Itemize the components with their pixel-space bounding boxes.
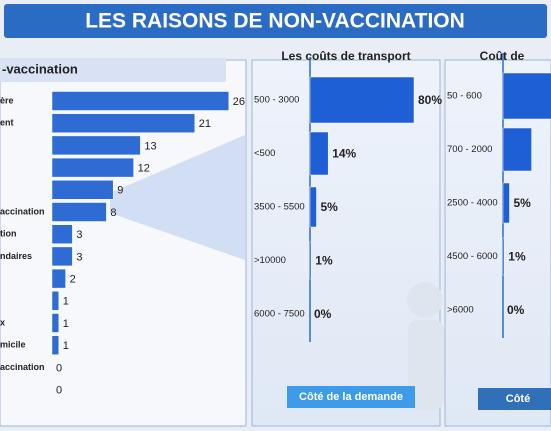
bar (309, 76, 415, 124)
right-panel (444, 59, 551, 427)
decor-person (408, 320, 444, 410)
value-label: 2 (70, 274, 76, 286)
value-label: 14% (332, 147, 356, 161)
side-button-label: Côté de la demande (299, 391, 403, 403)
category-label: accination (0, 206, 45, 216)
value-label: 3 (76, 229, 82, 241)
value-label: 1 (63, 296, 69, 308)
decor-person (407, 282, 443, 318)
category-label: ent (0, 118, 14, 128)
value-label: 1% (315, 254, 333, 268)
side-button (287, 386, 415, 408)
bar (51, 180, 114, 200)
bar (51, 224, 73, 244)
value-label: 12 (138, 163, 150, 175)
left-panel-header (0, 58, 226, 82)
category-label: x (0, 317, 5, 327)
value-label: 1 (63, 318, 69, 330)
bar (51, 135, 141, 156)
bar (51, 268, 66, 289)
category-label: tion (0, 229, 17, 239)
value-label: 26 (233, 96, 245, 108)
bar (502, 127, 532, 172)
category-label: 500 - 3000 (254, 95, 299, 106)
bar (309, 131, 329, 176)
bar (51, 291, 60, 311)
bar (51, 246, 73, 267)
value-label: 80% (418, 93, 442, 107)
bar (502, 237, 505, 276)
category-label: <500 (254, 148, 275, 159)
side-button-label: Côté (506, 393, 530, 405)
value-label: 21 (199, 118, 211, 130)
category-label: accination (0, 362, 45, 372)
category-label: micile (0, 340, 26, 350)
funnel-decor (110, 135, 245, 260)
bar (309, 186, 317, 228)
panel-title: -vaccination (2, 61, 78, 76)
bar (51, 202, 107, 222)
page-title: LES RAISONS DE NON-VACCINATION (85, 10, 465, 33)
value-label: 9 (117, 185, 123, 197)
value-label: 0% (314, 307, 332, 321)
bar (502, 72, 551, 120)
value-label: 13 (144, 140, 156, 152)
value-label: 0 (56, 362, 62, 374)
value-label: 5% (514, 196, 532, 210)
value-label: 1% (508, 250, 526, 264)
category-label: 50 - 600 (447, 91, 482, 102)
value-label: 5% (321, 200, 339, 214)
value-label: 8 (110, 207, 116, 219)
category-label: 700 - 2000 (447, 144, 492, 155)
bar (502, 182, 510, 224)
category-label: 6000 - 7500 (254, 309, 305, 320)
bar (309, 241, 312, 280)
bar (51, 313, 60, 333)
value-label: 3 (76, 251, 82, 263)
value-label: 0 (56, 385, 62, 397)
value-label: 0% (507, 303, 525, 317)
value-label: 1 (63, 340, 69, 352)
category-label: 4500 - 6000 (447, 251, 498, 262)
panel-title: Les coûts de transport (281, 49, 410, 63)
bar (51, 91, 230, 111)
side-button (478, 388, 551, 410)
category-label: 3500 - 5500 (254, 202, 305, 213)
bar (51, 113, 196, 133)
category-label: ndaires (0, 251, 32, 261)
category-label: >6000 (447, 305, 474, 316)
panel-title: Coût de (480, 49, 525, 63)
category-label: 2500 - 4000 (447, 198, 498, 209)
title-bar (4, 4, 547, 38)
bar (51, 335, 60, 355)
bar (51, 157, 134, 178)
category-label: ère (0, 95, 14, 105)
category-label: >10000 (254, 255, 286, 266)
